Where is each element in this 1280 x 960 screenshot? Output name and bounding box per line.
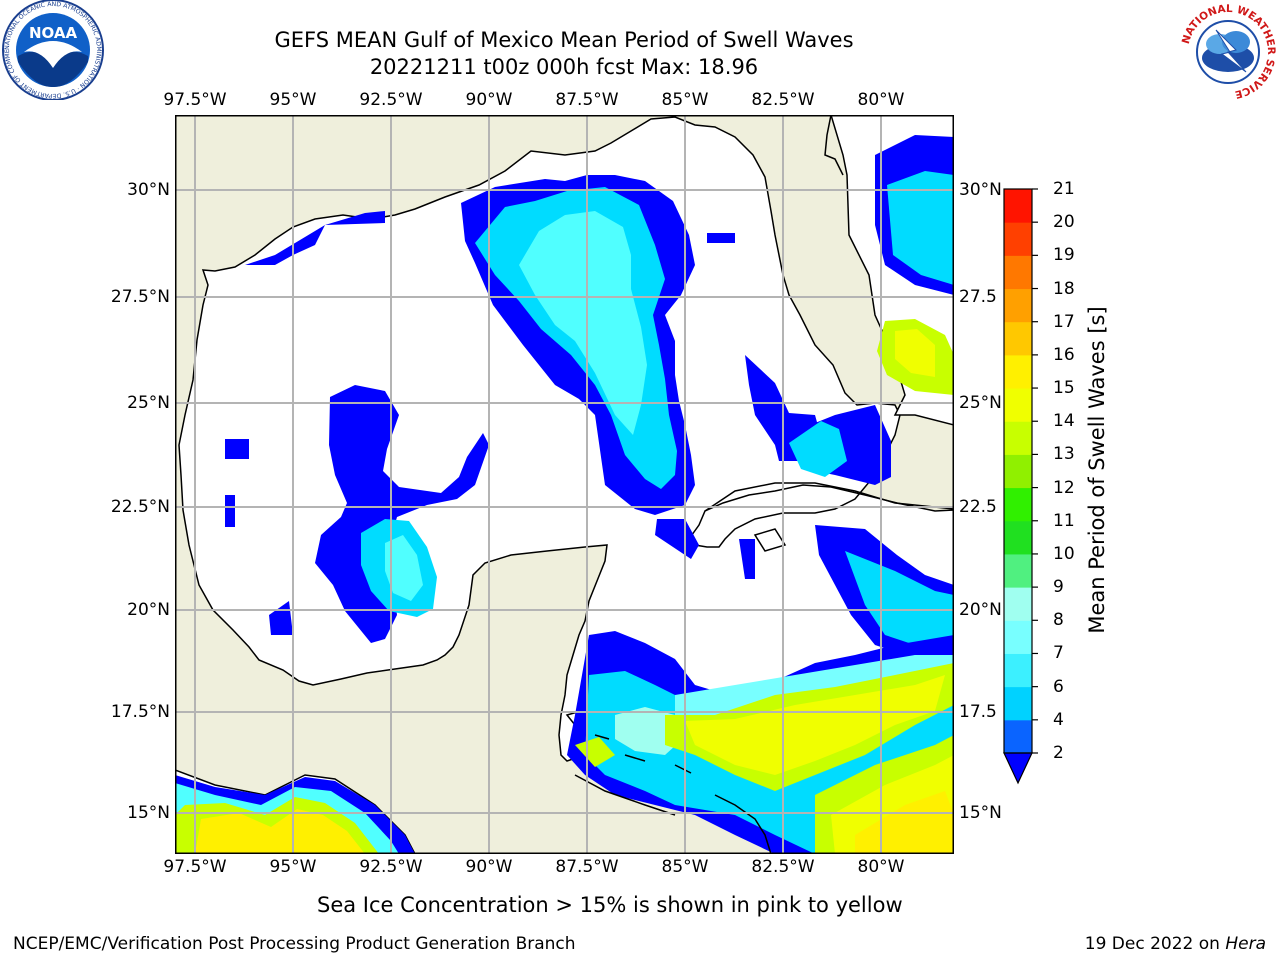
lon-tick-bottom: 82.5°W: [751, 857, 815, 877]
lon-tick-top: 97.5°W: [163, 90, 227, 110]
lon-tick-top: 95°W: [269, 90, 317, 110]
coastlines: [574, 114, 955, 855]
lon-tick-top: 90°W: [465, 90, 513, 110]
colorbar-frame: [1003, 188, 1033, 754]
lon-tick-top: 92.5°W: [359, 90, 423, 110]
lon-tick-bottom: 87.5°W: [555, 857, 619, 877]
colorbar-segment: [1004, 222, 1032, 256]
chart-title: GEFS MEAN Gulf of Mexico Mean Period of …: [274, 28, 854, 52]
colorbar-segment: [1004, 686, 1032, 721]
chart-subtitle: 20221211 t00z 000h fcst Max: 18.96: [369, 55, 759, 79]
colorbar-segment: [1004, 288, 1032, 323]
colorbar-segment: [1004, 620, 1032, 654]
colorbar-segment: [1004, 255, 1032, 290]
sea-ice-note: Sea Ice Concentration > 15% is shown in …: [317, 893, 903, 917]
colorbar-label: 8: [1053, 610, 1064, 631]
lon-tick-bottom: 95°W: [269, 857, 317, 877]
colorbar-label: 13: [1053, 444, 1075, 465]
nws-logo: NATIONAL WEATHER SERVICE: [1176, 0, 1280, 100]
colorbar-segment: [1004, 321, 1032, 356]
colorbar-graphic: [1003, 188, 1038, 785]
colorbar-segment: [1004, 520, 1032, 555]
colorbar-underflow: [1003, 752, 1033, 785]
lon-tick-bottom: 80°W: [857, 857, 905, 877]
colorbar-label: 19: [1053, 245, 1075, 266]
colorbar-label: 6: [1053, 676, 1064, 697]
colorbar-label: 10: [1053, 543, 1075, 564]
host-name: Hera: [1225, 934, 1266, 954]
lat-tick-left: 17.5°N: [110, 702, 170, 722]
lat-tick-left: 22.5°N: [110, 497, 170, 517]
date-text: 19 Dec 2022 on: [1084, 934, 1226, 954]
colorbar-segment: [1004, 587, 1032, 621]
colorbar-label: 17: [1053, 311, 1075, 332]
colorbar-label: 2: [1053, 743, 1064, 763]
colorbar-segment: [1004, 553, 1032, 588]
colorbar-segment: [1004, 388, 1032, 422]
lat-tick-right: 30°N: [959, 180, 1002, 200]
colorbar-segment: [1004, 454, 1032, 489]
colorbar-label: 20: [1053, 212, 1075, 233]
map-panel: [174, 114, 955, 856]
lat-tick-right: 27.5: [959, 287, 997, 307]
lon-tick-top: 87.5°W: [555, 90, 619, 110]
lon-tick-top: 80°W: [857, 90, 905, 110]
lat-tick-right: 15°N: [959, 803, 1002, 823]
lat-tick-left: 27.5°N: [110, 287, 170, 307]
colorbar: [1000, 186, 1046, 786]
noaa-logo: NATIONAL OCEANIC AND ATMOSPHERIC ADMINIS…: [0, 0, 106, 101]
colorbar-segment: [1004, 354, 1032, 389]
lon-tick-bottom: 90°W: [465, 857, 513, 877]
lat-tick-left: 30°N: [127, 180, 170, 200]
colorbar-segment: [1004, 189, 1032, 223]
colorbar-segment: [1004, 421, 1032, 455]
lon-tick-top: 82.5°W: [751, 90, 815, 110]
lat-tick-right: 25°N: [959, 393, 1002, 413]
colorbar-label: 11: [1053, 510, 1075, 531]
lat-tick-right: 20°N: [959, 600, 1002, 620]
colorbar-label: 16: [1053, 344, 1075, 365]
credit-text: NCEP/EMC/Verification Post Processing Pr…: [13, 934, 576, 954]
lon-tick-bottom: 85°W: [661, 857, 709, 877]
graticule: [175, 115, 954, 854]
colorbar-segment: [1004, 719, 1032, 754]
colorbar-label: 14: [1053, 411, 1075, 432]
colorbar-label: 4: [1053, 709, 1064, 730]
lat-tick-left: 25°N: [127, 393, 170, 413]
lon-tick-bottom: 92.5°W: [359, 857, 423, 877]
swell-period-field: [175, 135, 954, 854]
colorbar-label: 15: [1053, 378, 1075, 399]
colorbar-segment: [1004, 487, 1032, 522]
colorbar-segment: [1004, 653, 1032, 688]
colorbar-title: Mean Period of Swell Waves [s]: [1085, 306, 1109, 634]
colorbar-label: 7: [1053, 643, 1064, 664]
lat-tick-left: 20°N: [127, 600, 170, 620]
colorbar-label: 9: [1053, 577, 1064, 598]
lat-tick-right: 22.5: [959, 497, 997, 517]
lat-tick-left: 15°N: [127, 803, 170, 823]
colorbar-label: 21: [1053, 179, 1075, 199]
lat-tick-right: 17.5: [959, 702, 997, 722]
colorbar-label: 12: [1053, 477, 1075, 498]
colorbar-label: 18: [1053, 278, 1075, 299]
date-stamp: 19 Dec 2022 on Hera: [1085, 934, 1266, 954]
lon-tick-bottom: 97.5°W: [163, 857, 227, 877]
lon-tick-top: 85°W: [661, 90, 709, 110]
svg-text:NOAA: NOAA: [29, 24, 78, 42]
map-frame: [175, 115, 954, 854]
